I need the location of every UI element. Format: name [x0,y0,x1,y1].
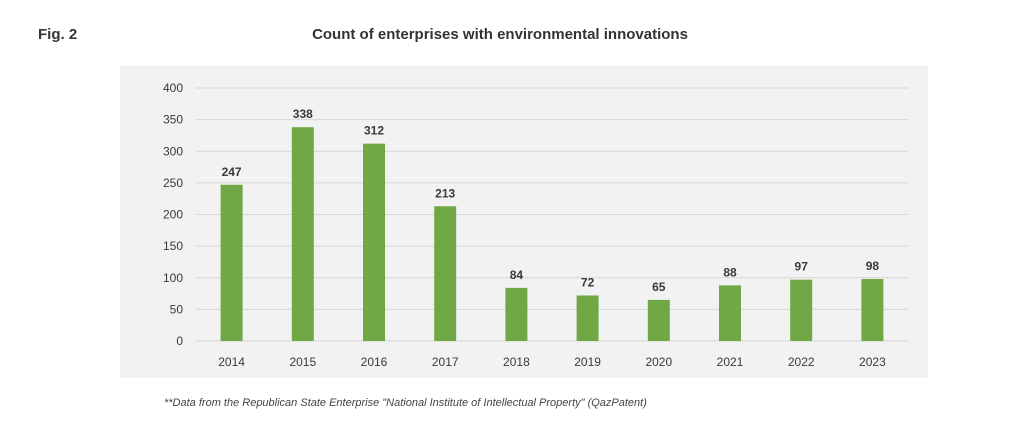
figure-label: Fig. 2 [38,26,78,43]
y-tick-label: 0 [176,334,183,348]
data-label-2022: 97 [795,260,809,274]
y-tick-label: 400 [163,81,183,95]
x-tick-label-2018: 2018 [503,355,530,369]
y-tick-label: 150 [163,239,183,253]
bar-2016 [363,143,385,341]
bar-2022 [790,279,813,341]
bar-2020 [647,299,670,341]
y-tick-label: 100 [163,271,183,285]
y-tick-label: 200 [163,208,183,222]
x-tick-label-2021: 2021 [717,355,744,369]
source-footnote: **Data from the Republican State Enterpr… [164,397,647,409]
x-tick-label-2023: 2023 [859,355,886,369]
x-tick-label-2016: 2016 [361,355,388,369]
x-tick-label-2015: 2015 [289,355,316,369]
x-tick-label-2022: 2022 [788,355,815,369]
data-label-2021: 88 [723,265,737,279]
data-label-2020: 65 [652,280,666,294]
bar-2015 [291,127,314,341]
y-tick-label: 300 [163,144,183,158]
bars [220,127,884,341]
y-axis-ticks: 0 50 100 150 200 250 300 350 400 [163,81,183,348]
bar-2014 [220,184,243,341]
data-labels: 247 338 312 213 84 72 65 88 97 98 [222,107,880,294]
y-tick-label: 250 [163,176,183,190]
y-tick-label: 350 [163,113,183,127]
x-tick-label-2017: 2017 [432,355,459,369]
chart-title: Count of enterprises with environmental … [312,26,688,43]
data-label-2019: 72 [581,275,595,289]
x-tick-label-2019: 2019 [574,355,601,369]
data-label-2016: 312 [364,124,384,138]
bar-2023 [861,279,884,341]
gridlines [196,87,908,342]
bar-2019 [576,295,599,341]
bar-2017 [434,206,457,341]
bar-2021 [719,285,741,341]
x-axis-ticks: 2014 2015 2016 2017 2018 2019 2020 2021 2022 2023 [218,355,886,369]
y-tick-label: 50 [170,302,184,316]
data-label-2015: 338 [293,107,313,121]
data-label-2018: 84 [510,268,524,282]
data-label-2014: 247 [222,165,242,179]
x-tick-label-2020: 2020 [645,355,672,369]
data-label-2023: 98 [866,259,880,273]
bar-2018 [505,287,528,341]
x-tick-label-2014: 2014 [218,355,245,369]
data-label-2017: 213 [435,186,455,200]
